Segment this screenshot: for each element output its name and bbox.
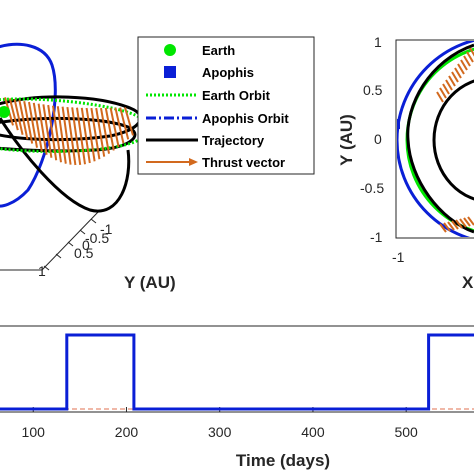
thrust-vector-arrow xyxy=(104,107,115,151)
thrust-vector-arrow xyxy=(61,106,72,165)
thrust-vector-xy xyxy=(466,51,474,63)
thrust-vector-arrow xyxy=(109,107,120,148)
thrust-vector-xy xyxy=(455,219,463,229)
axis-3d-ylabel: Y (AU) xyxy=(124,273,176,292)
series-apophis-orbit-3d xyxy=(0,42,57,208)
thrust-vector-arrow xyxy=(90,107,101,160)
series-thrust-vectors-3d xyxy=(4,97,134,166)
thrust-vector-xy xyxy=(445,79,453,91)
tick-xy-y-1: 0.5 xyxy=(363,82,383,98)
series-trajectory-xy-inner xyxy=(432,79,474,201)
tick-3d-y-2: 0 xyxy=(82,237,90,253)
bottom-tick-label: 200 xyxy=(115,424,139,440)
legend-apophis-label: Apophis xyxy=(202,65,254,80)
thrust-vector-arrow xyxy=(95,107,106,157)
tick-mark-3d xyxy=(67,241,74,247)
thrust-vector-arrow xyxy=(76,107,86,165)
thrust-vector-arrow xyxy=(66,106,77,166)
thrust-vector-xy xyxy=(451,71,459,83)
apophis-marker-xy xyxy=(397,119,400,129)
thrust-vector-xy xyxy=(443,222,451,232)
bottom-tick-label: 300 xyxy=(208,424,232,440)
thrust-vector-arrow xyxy=(80,107,91,164)
panel-thrust-profile: 100200300400500600 Time (days) xyxy=(0,325,474,470)
thrust-vector-arrow xyxy=(71,107,82,166)
thrust-vector-arrow xyxy=(52,105,62,163)
tick-mark-3d xyxy=(55,253,62,259)
thrust-vector-xy xyxy=(457,63,465,75)
tick-xy-y-3: -0.5 xyxy=(360,180,384,196)
thrust-vector-arrow xyxy=(85,107,96,162)
tick-xy-y-4: -1 xyxy=(370,229,383,245)
thrust-vector-arrow xyxy=(100,107,110,154)
axis-bottom-xlabel: Time (days) xyxy=(236,451,330,470)
tick-xy-y-0: 1 xyxy=(374,34,382,50)
thrust-vector-xy xyxy=(459,218,467,228)
thrust-vector-xy xyxy=(439,87,447,99)
bottom-tick-label: 500 xyxy=(394,424,418,440)
tick-3d-y-4: 1 xyxy=(38,263,46,279)
thrust-vector-arrow xyxy=(47,104,58,161)
thrust-vector-xy xyxy=(439,223,447,233)
tick-mark-3d xyxy=(79,229,86,235)
series-thrust-xy xyxy=(436,47,474,233)
thrust-vector-xy xyxy=(436,91,444,103)
axis-xy-ylabel: Y (AU) xyxy=(337,114,356,166)
thrust-vector-arrow xyxy=(23,100,34,144)
legend-apophis-icon xyxy=(164,66,176,78)
thrust-vector-arrow xyxy=(114,107,125,144)
thrust-vector-xy xyxy=(447,221,455,231)
thrust-vector-xy xyxy=(454,67,462,79)
legend-earth-orbit-label: Earth Orbit xyxy=(202,88,271,103)
tick-3d-y-0: -1 xyxy=(100,221,113,237)
thrust-vector-arrow xyxy=(8,98,19,131)
axis-xy-xlabel: X xyxy=(462,273,474,292)
legend-earth-icon xyxy=(164,44,176,56)
thrust-vector-arrow xyxy=(32,102,43,152)
tick-mark-3d xyxy=(90,218,97,224)
legend-box xyxy=(137,36,315,175)
xy-axes-box xyxy=(395,39,474,239)
thrust-vector-arrow xyxy=(28,101,38,148)
thrust-vector-xy xyxy=(451,220,459,230)
thrust-vector-xy xyxy=(448,75,456,87)
thrust-vector-arrow xyxy=(13,99,24,135)
thrust-vector-arrow xyxy=(42,104,53,158)
thrust-vector-xy xyxy=(467,216,474,226)
panel-xy: 1 0.5 0 -0.5 -1 -1 X Y (AU) xyxy=(337,34,474,292)
series-trajectory-xy-outer xyxy=(406,43,474,234)
series-thrust-profile xyxy=(0,333,474,411)
tick-xy-y-2: 0 xyxy=(374,131,382,147)
thrust-vector-arrow xyxy=(37,103,48,155)
thrust-vector-arrow xyxy=(124,107,134,136)
thrust-vector-xy xyxy=(469,47,474,57)
thrust-vector-arrow xyxy=(18,100,29,140)
thrust-vector-xy xyxy=(460,59,468,71)
thrust-vector-xy xyxy=(442,83,450,95)
tick-3d-y-3: 0.5 xyxy=(74,245,94,261)
tick-xy-x-0: -1 xyxy=(392,249,405,265)
thrust-vector-arrow xyxy=(56,106,67,164)
bottom-tick-label: 400 xyxy=(301,424,325,440)
thrust-vector-xy xyxy=(463,217,471,227)
legend-apophis-orbit-label: Apophis Orbit xyxy=(202,111,289,126)
thrust-vector-xy xyxy=(463,55,471,67)
legend-trajectory-label: Trajectory xyxy=(202,133,265,148)
legend: Earth Apophis Earth Orbit Apophis Orbit … xyxy=(137,36,315,175)
tick-3d-y-1: -0.5 xyxy=(85,230,109,246)
bottom-tick-label: 100 xyxy=(22,424,46,440)
thrust-vector-arrow xyxy=(119,107,130,140)
legend-thrust-arrowhead xyxy=(189,158,198,166)
axis-3d-y xyxy=(41,209,101,271)
earth-marker-3d xyxy=(0,106,10,118)
legend-earth-label: Earth xyxy=(202,43,235,58)
legend-thrust-label: Thrust vector xyxy=(202,155,285,170)
tick-mark-3d xyxy=(43,265,50,271)
panel-3d: -1 -0.5 0 0.5 1 Y (AU) xyxy=(0,42,176,292)
